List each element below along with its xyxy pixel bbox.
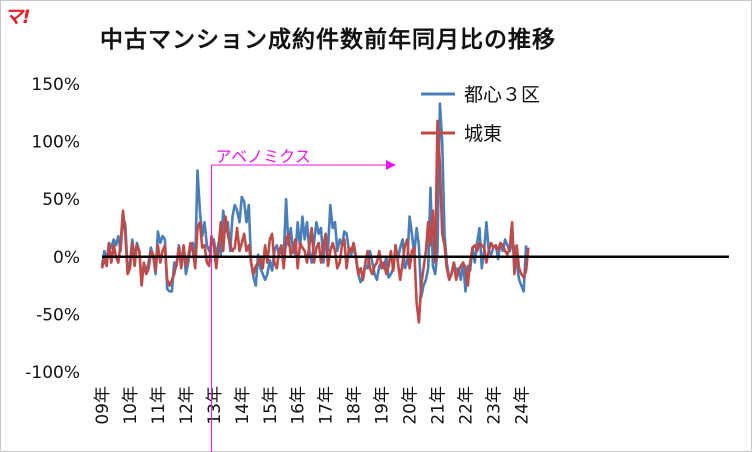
chart-title: 中古マンション成約件数前年同月比の推移 xyxy=(100,27,556,53)
series-layer xyxy=(100,102,530,324)
annotation-layer: アベノミクス xyxy=(211,147,396,452)
x-tick-label: 18年 xyxy=(345,386,365,425)
x-tick-label: 21年 xyxy=(429,386,449,425)
x-tick-label: 19年 xyxy=(373,386,393,425)
y-tick-label: 100% xyxy=(31,133,80,153)
x-tick-label: 16年 xyxy=(289,386,309,425)
legend-label-2: 城東 xyxy=(464,123,502,145)
annotation-label: アベノミクス xyxy=(216,147,311,166)
legend-label-1: 都心３区 xyxy=(464,84,540,106)
x-axis: 09年 10年 11年 12年 13年 14年 15年 16年 17年 18年 19年 20年 21年 2… xyxy=(93,386,532,425)
x-tick-label: 23年 xyxy=(484,386,504,425)
x-tick-label: 22年 xyxy=(456,386,476,425)
x-tick-label: 20年 xyxy=(401,386,421,425)
brand-logo: マ! xyxy=(4,6,31,28)
x-tick-label: 10年 xyxy=(121,386,141,425)
x-tick-label: 09年 xyxy=(93,386,113,425)
y-tick-label: -100% xyxy=(25,363,80,383)
x-tick-label: 13年 xyxy=(205,386,225,425)
y-axis: -100% -50% 0% 50% 100% 150% xyxy=(25,75,80,383)
series-line-2 xyxy=(100,119,530,324)
x-tick-label: 17年 xyxy=(317,386,337,425)
x-tick-label: 12年 xyxy=(177,386,197,425)
x-tick-label: 15年 xyxy=(261,386,281,425)
x-tick-label: 14年 xyxy=(233,386,253,425)
x-tick-label: 11年 xyxy=(149,386,169,425)
x-tick-label: 24年 xyxy=(512,386,532,425)
y-tick-label: 150% xyxy=(31,75,80,95)
annotation-arrowhead xyxy=(386,160,396,170)
y-tick-label: -50% xyxy=(36,305,80,325)
y-tick-label: 50% xyxy=(42,190,80,210)
y-tick-label: 0% xyxy=(53,248,80,268)
